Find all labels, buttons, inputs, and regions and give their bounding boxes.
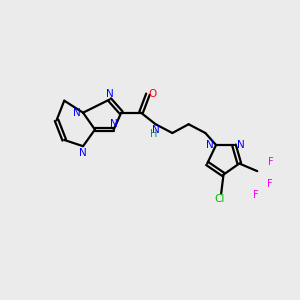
Text: N: N xyxy=(73,108,80,118)
Text: N: N xyxy=(110,119,118,129)
Text: N: N xyxy=(237,140,244,150)
Text: N: N xyxy=(79,148,87,158)
Text: H: H xyxy=(150,129,157,139)
Text: Cl: Cl xyxy=(214,194,224,204)
Text: F: F xyxy=(268,157,274,167)
Text: N: N xyxy=(206,140,213,150)
Text: F: F xyxy=(267,179,273,189)
Text: O: O xyxy=(148,89,156,99)
Text: F: F xyxy=(253,190,259,200)
Text: N: N xyxy=(152,125,160,135)
Text: N: N xyxy=(106,89,113,99)
